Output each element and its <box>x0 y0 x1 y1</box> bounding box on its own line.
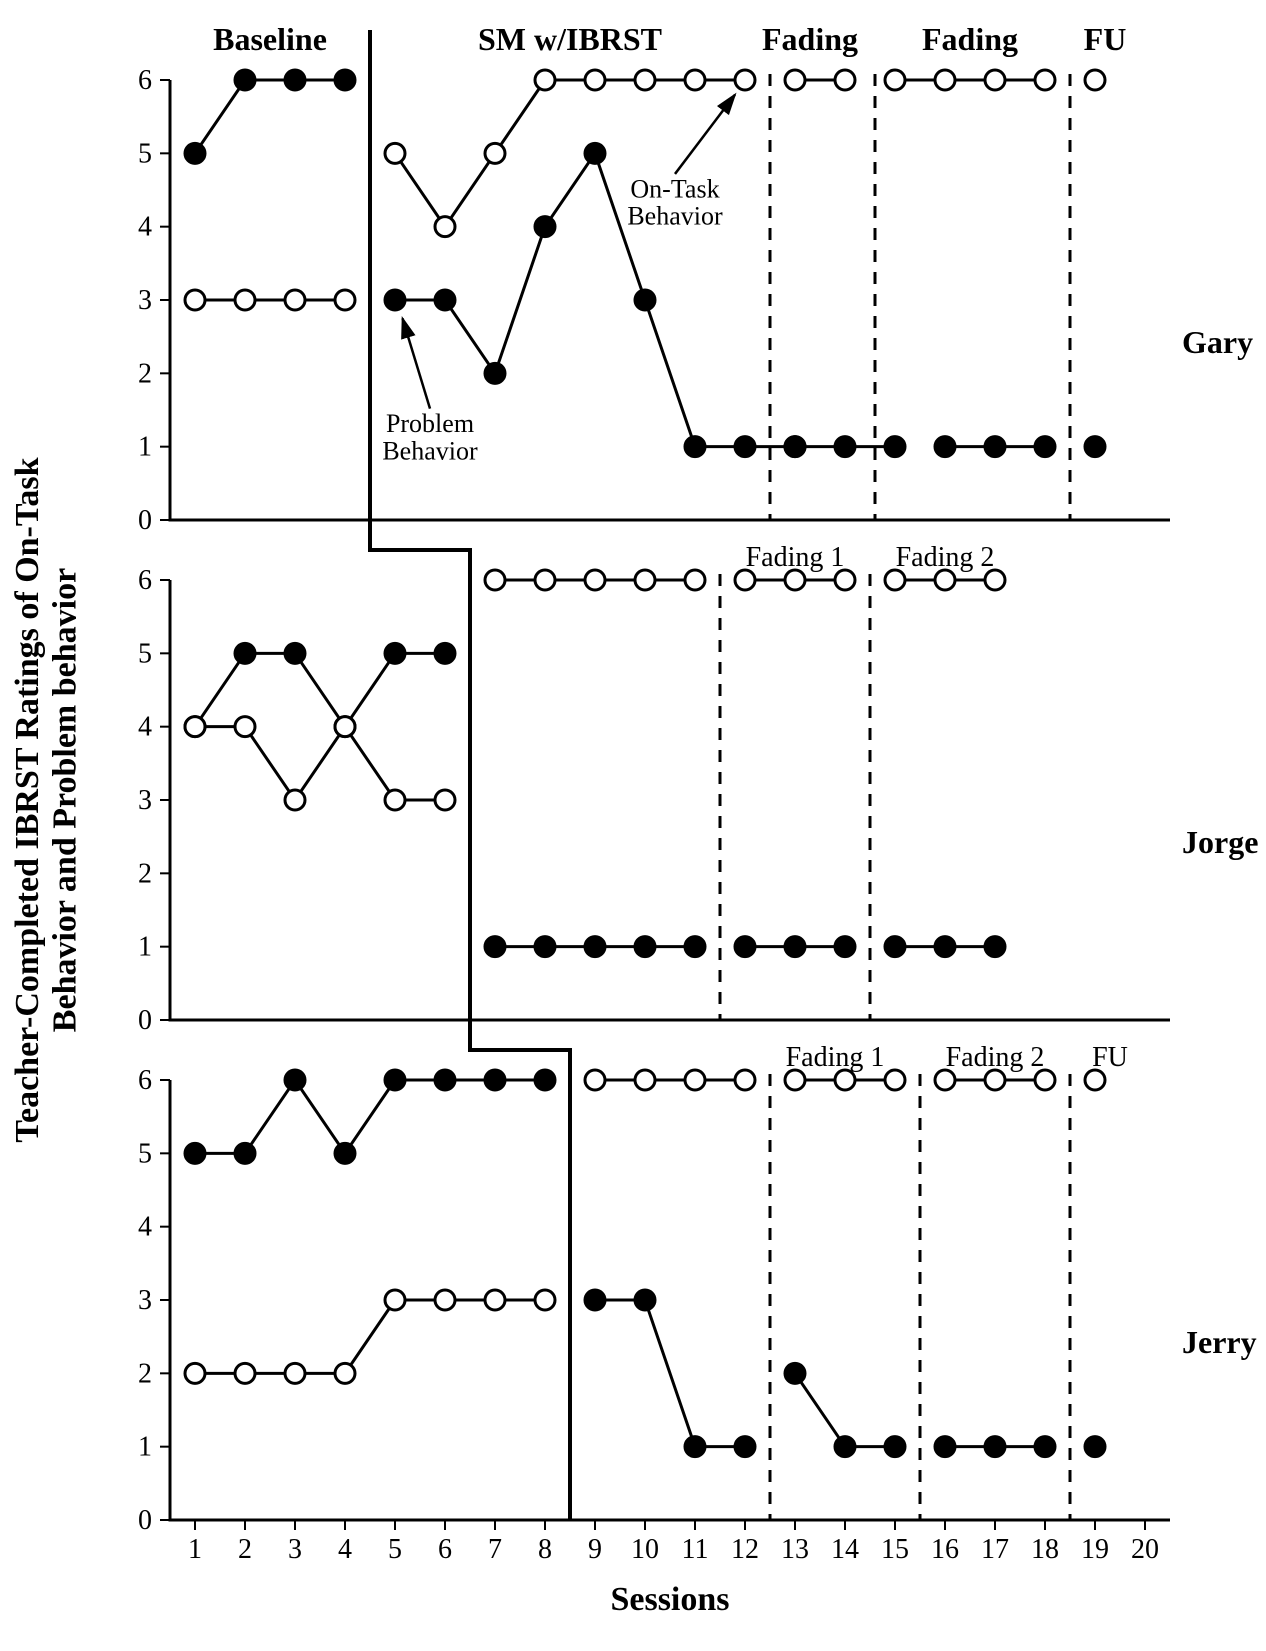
svg-text:4: 4 <box>138 212 152 243</box>
svg-text:0: 0 <box>138 1005 152 1036</box>
svg-text:6: 6 <box>138 65 152 96</box>
svg-text:12: 12 <box>731 1534 759 1565</box>
svg-text:Gary: Gary <box>1182 324 1253 360</box>
svg-text:Fading 1: Fading 1 <box>746 542 845 573</box>
svg-text:5: 5 <box>388 1534 402 1565</box>
svg-text:0: 0 <box>138 1505 152 1536</box>
svg-text:10: 10 <box>631 1534 659 1565</box>
svg-text:20: 20 <box>1131 1534 1159 1565</box>
svg-text:4: 4 <box>338 1534 352 1565</box>
svg-text:Fading: Fading <box>922 21 1018 57</box>
svg-text:2: 2 <box>238 1534 252 1565</box>
svg-text:Sessions: Sessions <box>610 1581 729 1618</box>
svg-text:2: 2 <box>138 1358 152 1389</box>
svg-text:2: 2 <box>138 358 152 389</box>
svg-text:3: 3 <box>138 1285 152 1316</box>
svg-text:0: 0 <box>138 505 152 536</box>
svg-text:ProblemBehavior: ProblemBehavior <box>382 409 478 465</box>
panel-gary: 0 1 2 3 4 5 6 On-TaskBehavior ProblemBehavior Gar… <box>138 65 1253 536</box>
svg-text:3: 3 <box>138 785 152 816</box>
svg-text:4: 4 <box>138 1212 152 1243</box>
svg-text:13: 13 <box>781 1534 809 1565</box>
svg-text:18: 18 <box>1031 1534 1059 1565</box>
svg-text:1: 1 <box>138 432 152 463</box>
svg-text:Fading: Fading <box>762 21 858 57</box>
svg-text:6: 6 <box>438 1534 452 1565</box>
svg-text:15: 15 <box>881 1534 909 1565</box>
svg-text:1: 1 <box>138 932 152 963</box>
svg-text:5: 5 <box>138 638 152 669</box>
svg-text:5: 5 <box>138 1138 152 1169</box>
svg-text:5: 5 <box>138 138 152 169</box>
panel-jorge: 0 1 2 3 4 5 6 Fading 1 Fading 2 Jorge <box>138 542 1258 1036</box>
svg-text:Teacher-Completed IBRST Rating: Teacher-Completed IBRST Ratings of On-Ta… <box>9 457 83 1142</box>
svg-text:Fading 2: Fading 2 <box>946 1042 1045 1073</box>
svg-text:2: 2 <box>138 858 152 889</box>
svg-text:Fading 1: Fading 1 <box>786 1042 885 1073</box>
svg-text:7: 7 <box>488 1534 502 1565</box>
svg-text:Baseline: Baseline <box>213 21 327 57</box>
svg-text:19: 19 <box>1081 1534 1109 1565</box>
svg-text:6: 6 <box>138 565 152 596</box>
svg-text:3: 3 <box>288 1534 302 1565</box>
svg-text:Fading 2: Fading 2 <box>896 542 995 573</box>
svg-text:11: 11 <box>682 1534 709 1565</box>
svg-text:On-TaskBehavior: On-TaskBehavior <box>627 174 723 230</box>
svg-text:1: 1 <box>188 1534 202 1565</box>
svg-text:FU: FU <box>1092 1042 1128 1073</box>
svg-text:17: 17 <box>981 1534 1009 1565</box>
svg-text:Jerry: Jerry <box>1182 1324 1257 1360</box>
svg-text:14: 14 <box>831 1534 859 1565</box>
multiple-baseline-chart: 0123456On-TaskBehaviorProblemBehaviorGar… <box>0 0 1266 1651</box>
svg-text:6: 6 <box>138 1065 152 1096</box>
svg-text:16: 16 <box>931 1534 959 1565</box>
svg-text:8: 8 <box>538 1534 552 1565</box>
svg-text:SM w/IBRST: SM w/IBRST <box>478 21 662 57</box>
svg-text:FU: FU <box>1084 21 1127 57</box>
panel-jerry: 0 1 2 3 4 5 6 Fading 1 Fading 2 FU Jerry <box>138 1042 1257 1536</box>
svg-text:1: 1 <box>138 1432 152 1463</box>
svg-text:9: 9 <box>588 1534 602 1565</box>
svg-text:4: 4 <box>138 712 152 743</box>
svg-text:Jorge: Jorge <box>1182 824 1258 860</box>
svg-text:3: 3 <box>138 285 152 316</box>
